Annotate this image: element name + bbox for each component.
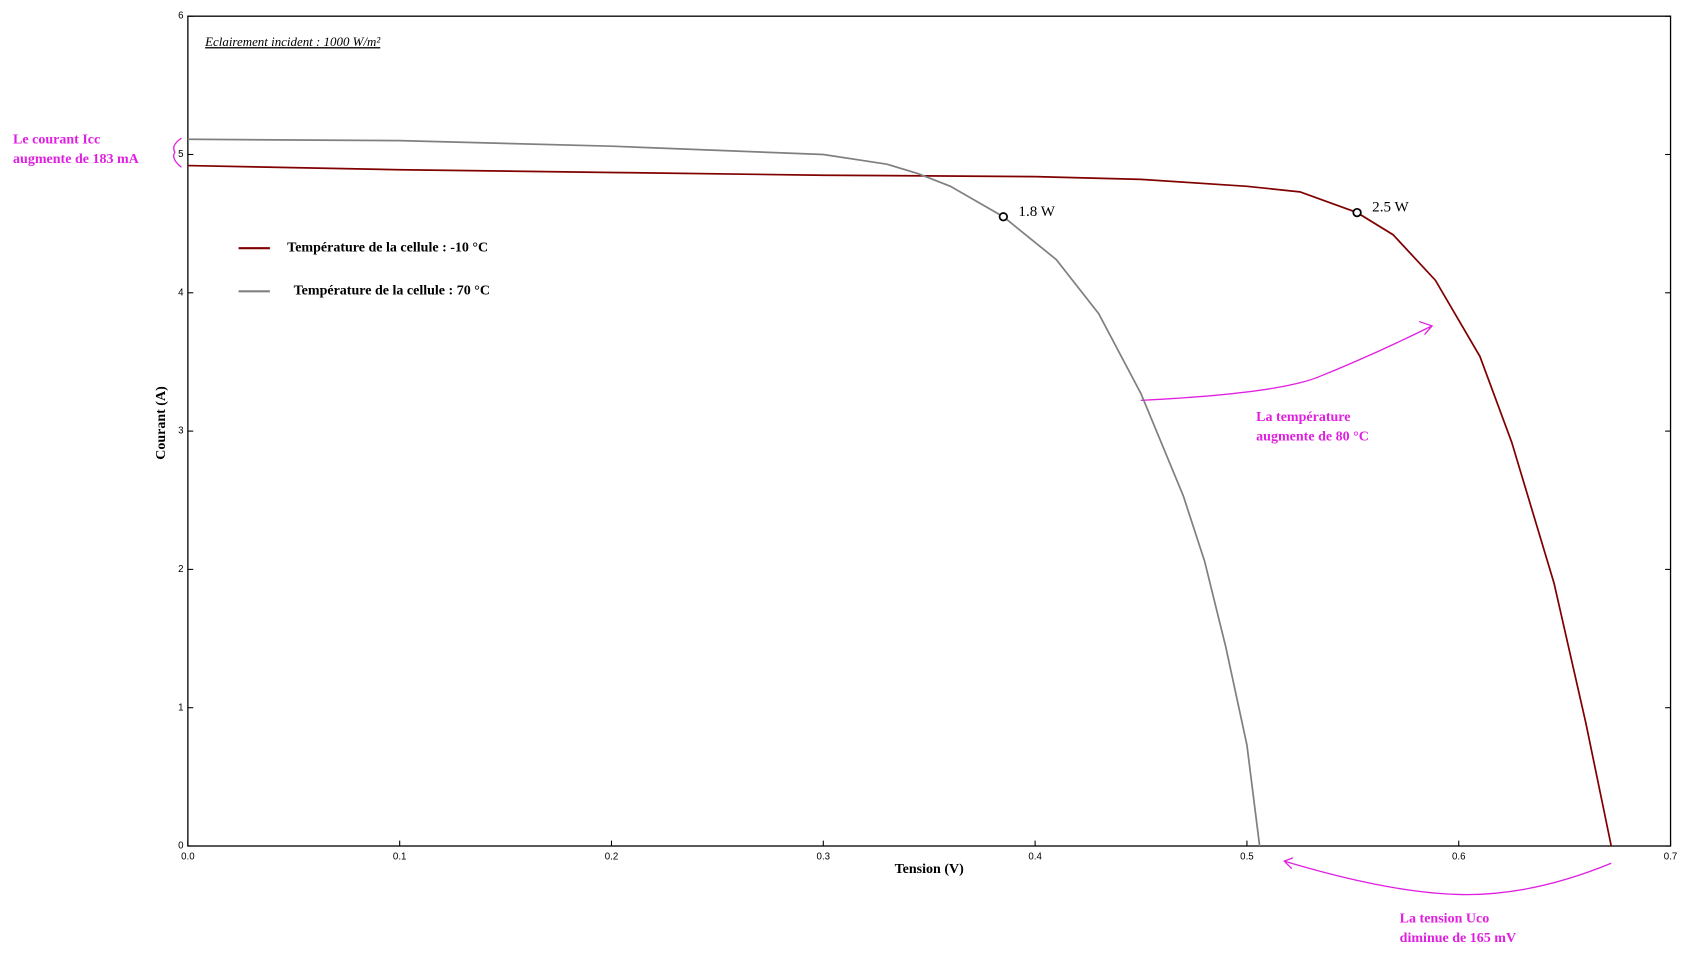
legend-label: Température de la cellule : 70 °C xyxy=(294,284,490,299)
x-tick-label: 0.0 xyxy=(181,851,195,862)
x-tick-label: 0.4 xyxy=(1028,851,1042,862)
x-tick-label: 0.7 xyxy=(1664,851,1678,862)
x-axis-label: Tension (V) xyxy=(895,862,965,877)
arrow-temp-head xyxy=(1418,320,1434,335)
max-power-label: 1.8 W xyxy=(1018,204,1055,220)
y-tick-label: 2 xyxy=(178,564,183,575)
x-tick-label: 0.1 xyxy=(393,851,406,862)
y-tick-label: 1 xyxy=(178,702,183,713)
annotation: augmente de 80 °C xyxy=(1256,429,1369,444)
arrow-temp xyxy=(1140,325,1433,401)
legend-label: Température de la cellule : -10 °C xyxy=(287,240,488,255)
y-tick-label: 3 xyxy=(178,426,183,437)
x-tick-label: 0.3 xyxy=(817,851,831,862)
max-power-label: 2.5 W xyxy=(1372,200,1409,216)
x-tick-label: 0.6 xyxy=(1452,851,1466,862)
annotation: La tension Uco xyxy=(1400,912,1490,927)
arrow-icc xyxy=(173,137,182,168)
arrow-voc-head xyxy=(1283,857,1294,870)
x-tick-label: 0.2 xyxy=(605,851,619,862)
series-line xyxy=(187,138,1261,847)
annotation: diminue de 165 mV xyxy=(1400,931,1516,946)
y-tick-label: 0 xyxy=(178,841,184,852)
max-power-point xyxy=(1352,207,1362,218)
arrow-voc xyxy=(1284,860,1612,896)
series-line xyxy=(187,164,1613,847)
annotation: La température xyxy=(1256,410,1350,425)
y-axis-label: Courant (A) xyxy=(154,386,169,460)
y-tick-label: 6 xyxy=(178,11,183,22)
annotation: augmente de 183 mA xyxy=(13,152,140,167)
y-tick-label: 4 xyxy=(178,287,184,298)
max-power-point xyxy=(998,212,1008,222)
x-tick-label: 0.5 xyxy=(1240,851,1254,862)
y-tick-label: 5 xyxy=(178,149,183,160)
arrows xyxy=(173,137,1612,896)
annotation: Le courant Icc xyxy=(13,133,100,148)
chart-title: Eclairement incident : 1000 W/m² xyxy=(204,34,381,49)
